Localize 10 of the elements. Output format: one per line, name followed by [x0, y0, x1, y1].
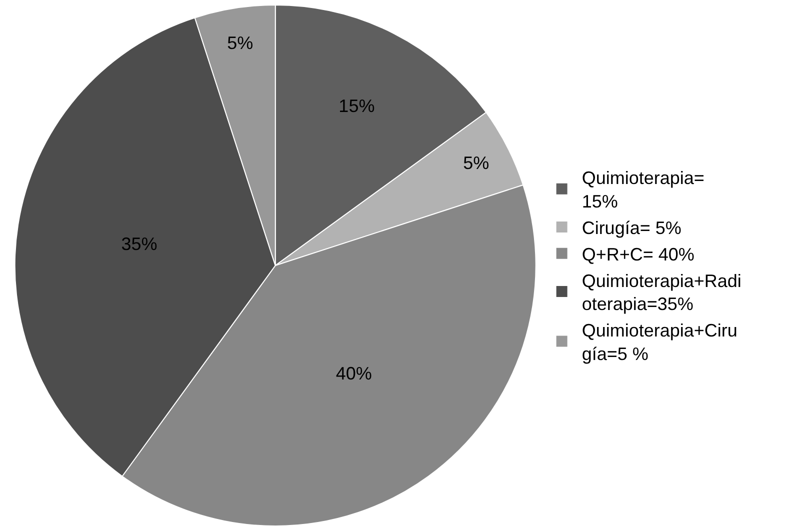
legend-label: Cirugía= 5% [582, 218, 682, 238]
data-label: 40% [336, 364, 372, 384]
data-label: 5% [227, 33, 254, 54]
data-label: 5% [463, 153, 490, 174]
legend-label: Quimioterapia+Radioterapia=35% [582, 270, 742, 314]
legend-label: Quimioterapia+Cirugía=5 % [582, 320, 738, 364]
data-label: 15% [338, 96, 375, 116]
legend-label: Quimioterapia= 15% [582, 168, 704, 212]
data-label: 35% [121, 234, 158, 254]
legend-label: Q+R+C= 40% [582, 244, 694, 264]
